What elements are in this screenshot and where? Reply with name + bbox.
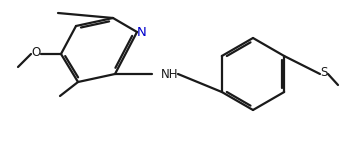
Text: S: S	[320, 66, 328, 79]
Text: NH: NH	[161, 67, 179, 80]
Text: O: O	[31, 47, 41, 59]
Text: N: N	[137, 26, 147, 39]
